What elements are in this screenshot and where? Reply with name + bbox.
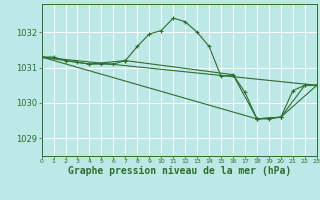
- X-axis label: Graphe pression niveau de la mer (hPa): Graphe pression niveau de la mer (hPa): [68, 166, 291, 176]
